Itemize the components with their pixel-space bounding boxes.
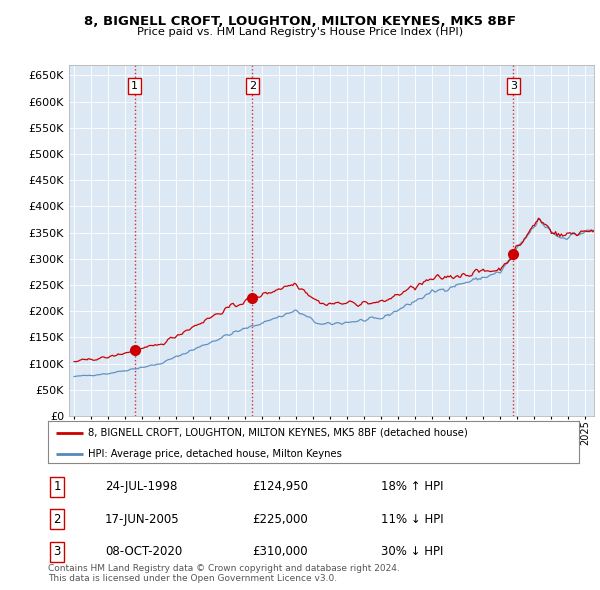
Text: HPI: Average price, detached house, Milton Keynes: HPI: Average price, detached house, Milt… <box>88 449 342 459</box>
Text: 30% ↓ HPI: 30% ↓ HPI <box>381 545 443 558</box>
Text: 18% ↑ HPI: 18% ↑ HPI <box>381 480 443 493</box>
Text: £124,950: £124,950 <box>252 480 308 493</box>
Text: 8, BIGNELL CROFT, LOUGHTON, MILTON KEYNES, MK5 8BF: 8, BIGNELL CROFT, LOUGHTON, MILTON KEYNE… <box>84 15 516 28</box>
Text: 24-JUL-1998: 24-JUL-1998 <box>105 480 178 493</box>
Text: £310,000: £310,000 <box>252 545 308 558</box>
Text: 3: 3 <box>510 81 517 91</box>
Text: Price paid vs. HM Land Registry's House Price Index (HPI): Price paid vs. HM Land Registry's House … <box>137 27 463 37</box>
Text: 1: 1 <box>131 81 138 91</box>
Text: 2: 2 <box>53 513 61 526</box>
Text: £225,000: £225,000 <box>252 513 308 526</box>
Text: 1: 1 <box>53 480 61 493</box>
Text: 08-OCT-2020: 08-OCT-2020 <box>105 545 182 558</box>
Text: 8, BIGNELL CROFT, LOUGHTON, MILTON KEYNES, MK5 8BF (detached house): 8, BIGNELL CROFT, LOUGHTON, MILTON KEYNE… <box>88 428 467 438</box>
Text: 11% ↓ HPI: 11% ↓ HPI <box>381 513 443 526</box>
Text: 2: 2 <box>249 81 256 91</box>
Text: 17-JUN-2005: 17-JUN-2005 <box>105 513 179 526</box>
Text: Contains HM Land Registry data © Crown copyright and database right 2024.
This d: Contains HM Land Registry data © Crown c… <box>48 563 400 583</box>
Text: 3: 3 <box>53 545 61 558</box>
